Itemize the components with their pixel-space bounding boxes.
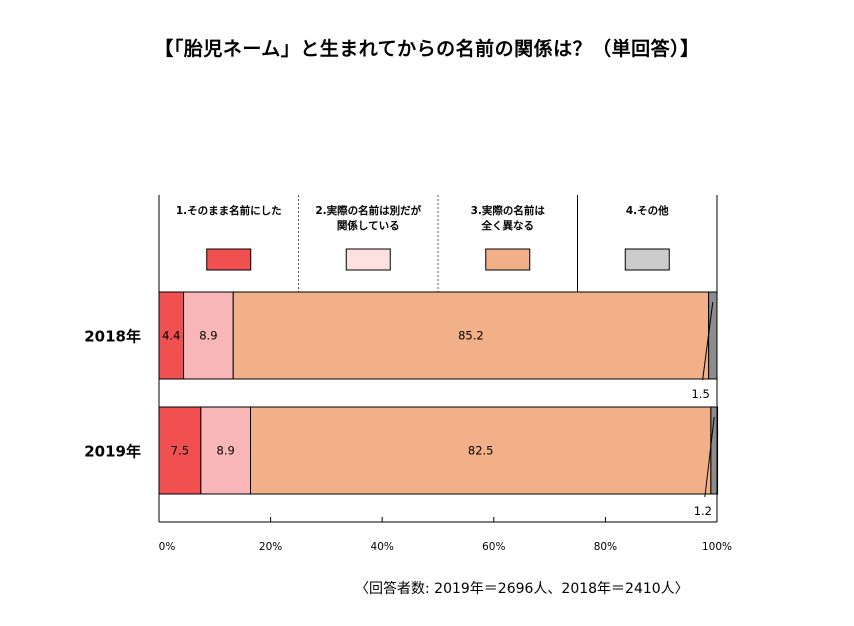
- legend-swatch: [485, 248, 531, 271]
- bar-value-label: 85.2: [458, 329, 484, 343]
- bar-segment: [232, 291, 710, 380]
- x-tick-label: 20%: [259, 541, 282, 553]
- bar-value-label: 8.9: [199, 329, 217, 343]
- bar-value-label: 1.2: [694, 504, 712, 518]
- x-tick-label: 0%: [159, 541, 176, 553]
- legend-label: 1.そのまま名前にした: [176, 204, 282, 217]
- legend-swatch: [624, 248, 670, 271]
- legend-label: 2.実際の名前は別だが: [315, 204, 421, 217]
- bar-segment: [250, 406, 712, 495]
- bar-segment: [200, 406, 252, 495]
- bar-value-label: 4.4: [162, 329, 180, 343]
- x-tick-label: 100%: [702, 541, 732, 553]
- category-label: 2018年: [84, 328, 141, 346]
- category-label: 2019年: [84, 443, 141, 461]
- legend-label: 3.実際の名前は: [471, 204, 546, 217]
- x-tick-label: 40%: [371, 541, 394, 553]
- bar-segment: [158, 406, 202, 495]
- bar-value-label: 1.5: [691, 387, 709, 401]
- bar-value-label: 82.5: [468, 444, 494, 458]
- bar-segment: [183, 291, 234, 380]
- respondent-count-note: 〈回答者数: 2019年＝2696人、2018年＝2410人〉: [355, 581, 689, 597]
- legend-swatch: [345, 248, 391, 271]
- x-tick-label: 60%: [482, 541, 505, 553]
- legend-label: 関係している: [337, 219, 400, 232]
- bar-segment: [710, 406, 719, 495]
- legend-label: 全く異なる: [481, 219, 535, 232]
- leader-line: [704, 416, 715, 498]
- legend-swatch: [206, 248, 252, 271]
- leader-line: [702, 301, 714, 381]
- bar-value-label: 8.9: [217, 444, 235, 458]
- bar-value-label: 7.5: [171, 444, 189, 458]
- legend-label: 4.その他: [626, 204, 669, 217]
- x-tick-label: 80%: [594, 541, 617, 553]
- chart-title: 【「胎児ネーム」と生まれてからの名前の関係は？（単回答）】: [154, 38, 700, 60]
